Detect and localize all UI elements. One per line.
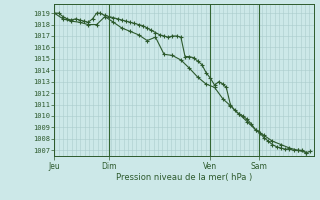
X-axis label: Pression niveau de la mer( hPa ): Pression niveau de la mer( hPa )	[116, 173, 252, 182]
